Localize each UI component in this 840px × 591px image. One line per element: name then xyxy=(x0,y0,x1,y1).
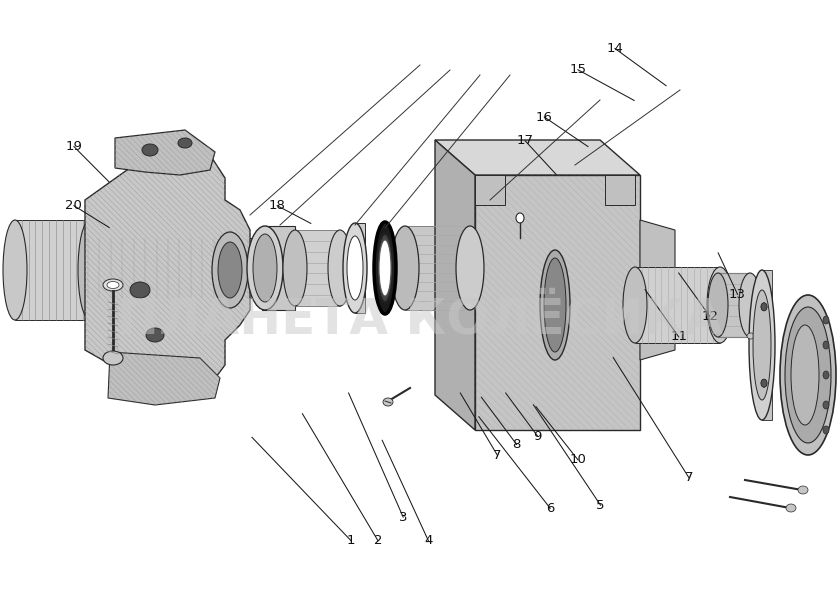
Ellipse shape xyxy=(623,267,647,343)
Polygon shape xyxy=(262,226,295,310)
Ellipse shape xyxy=(78,220,102,320)
Text: 7: 7 xyxy=(493,449,501,462)
Ellipse shape xyxy=(823,341,829,349)
Ellipse shape xyxy=(544,258,566,352)
Ellipse shape xyxy=(391,226,419,310)
Text: 4: 4 xyxy=(424,534,433,547)
Ellipse shape xyxy=(747,333,755,339)
Polygon shape xyxy=(355,223,365,313)
Text: ПЛАНЕТА КОЛЁСИКА: ПЛАНЕТА КОЛЁСИКА xyxy=(117,296,723,344)
Text: 15: 15 xyxy=(570,63,586,76)
Polygon shape xyxy=(115,130,215,175)
Text: 7: 7 xyxy=(685,471,693,484)
Polygon shape xyxy=(718,273,750,337)
Ellipse shape xyxy=(3,220,27,320)
Polygon shape xyxy=(435,140,475,430)
Polygon shape xyxy=(85,150,250,390)
Ellipse shape xyxy=(343,223,367,313)
Ellipse shape xyxy=(761,379,767,387)
Ellipse shape xyxy=(283,230,307,306)
Ellipse shape xyxy=(823,426,829,434)
Text: 8: 8 xyxy=(512,438,521,451)
Text: 11: 11 xyxy=(670,330,687,343)
Ellipse shape xyxy=(708,273,728,337)
Ellipse shape xyxy=(540,250,570,360)
Polygon shape xyxy=(295,230,340,306)
Text: 1: 1 xyxy=(347,534,355,547)
Text: 16: 16 xyxy=(536,111,553,124)
Text: 2: 2 xyxy=(374,534,382,547)
Ellipse shape xyxy=(823,316,829,324)
Polygon shape xyxy=(640,220,675,360)
Text: 19: 19 xyxy=(66,140,82,153)
Ellipse shape xyxy=(142,144,158,156)
Polygon shape xyxy=(475,175,640,430)
Ellipse shape xyxy=(516,213,524,223)
Ellipse shape xyxy=(328,230,352,306)
Ellipse shape xyxy=(786,504,796,512)
Text: 10: 10 xyxy=(570,453,586,466)
Polygon shape xyxy=(108,352,220,405)
Ellipse shape xyxy=(383,398,393,406)
Ellipse shape xyxy=(761,303,767,311)
Polygon shape xyxy=(88,238,305,298)
Ellipse shape xyxy=(103,279,123,291)
Ellipse shape xyxy=(761,303,767,311)
Text: 18: 18 xyxy=(269,199,286,212)
Ellipse shape xyxy=(103,351,123,365)
Text: 13: 13 xyxy=(729,288,746,301)
Ellipse shape xyxy=(253,234,277,302)
Ellipse shape xyxy=(780,295,836,455)
Ellipse shape xyxy=(146,328,164,342)
Ellipse shape xyxy=(798,486,808,494)
Ellipse shape xyxy=(212,232,248,308)
Ellipse shape xyxy=(247,226,283,310)
Ellipse shape xyxy=(823,371,829,379)
Polygon shape xyxy=(635,267,720,343)
Ellipse shape xyxy=(377,234,393,302)
Ellipse shape xyxy=(739,273,761,337)
Polygon shape xyxy=(435,140,640,175)
Polygon shape xyxy=(762,270,772,420)
Ellipse shape xyxy=(456,226,484,310)
Ellipse shape xyxy=(785,307,831,443)
Polygon shape xyxy=(605,175,635,205)
Ellipse shape xyxy=(823,401,829,409)
Ellipse shape xyxy=(707,267,733,343)
Ellipse shape xyxy=(749,270,775,420)
Text: 9: 9 xyxy=(533,430,542,443)
Text: 6: 6 xyxy=(546,502,554,515)
Ellipse shape xyxy=(791,325,819,425)
Ellipse shape xyxy=(347,236,363,300)
Text: 3: 3 xyxy=(399,511,407,524)
Ellipse shape xyxy=(218,242,242,298)
Text: 20: 20 xyxy=(66,199,82,212)
Polygon shape xyxy=(475,175,505,205)
Ellipse shape xyxy=(178,138,192,148)
Ellipse shape xyxy=(107,281,119,288)
Text: 5: 5 xyxy=(596,499,605,512)
Ellipse shape xyxy=(761,379,767,387)
Ellipse shape xyxy=(374,222,396,314)
Polygon shape xyxy=(405,226,470,310)
Ellipse shape xyxy=(753,290,771,400)
Ellipse shape xyxy=(379,240,391,296)
Polygon shape xyxy=(15,220,90,320)
Text: 14: 14 xyxy=(606,42,623,55)
Ellipse shape xyxy=(130,282,150,298)
Text: 17: 17 xyxy=(517,134,533,147)
Text: 12: 12 xyxy=(701,310,718,323)
